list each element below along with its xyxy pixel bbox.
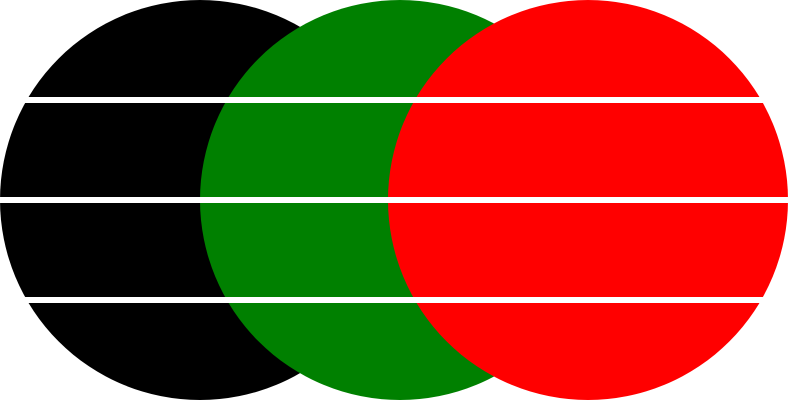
stripe-top	[0, 97, 788, 103]
stripe-bottom	[0, 297, 788, 303]
stripe-middle	[0, 197, 788, 203]
